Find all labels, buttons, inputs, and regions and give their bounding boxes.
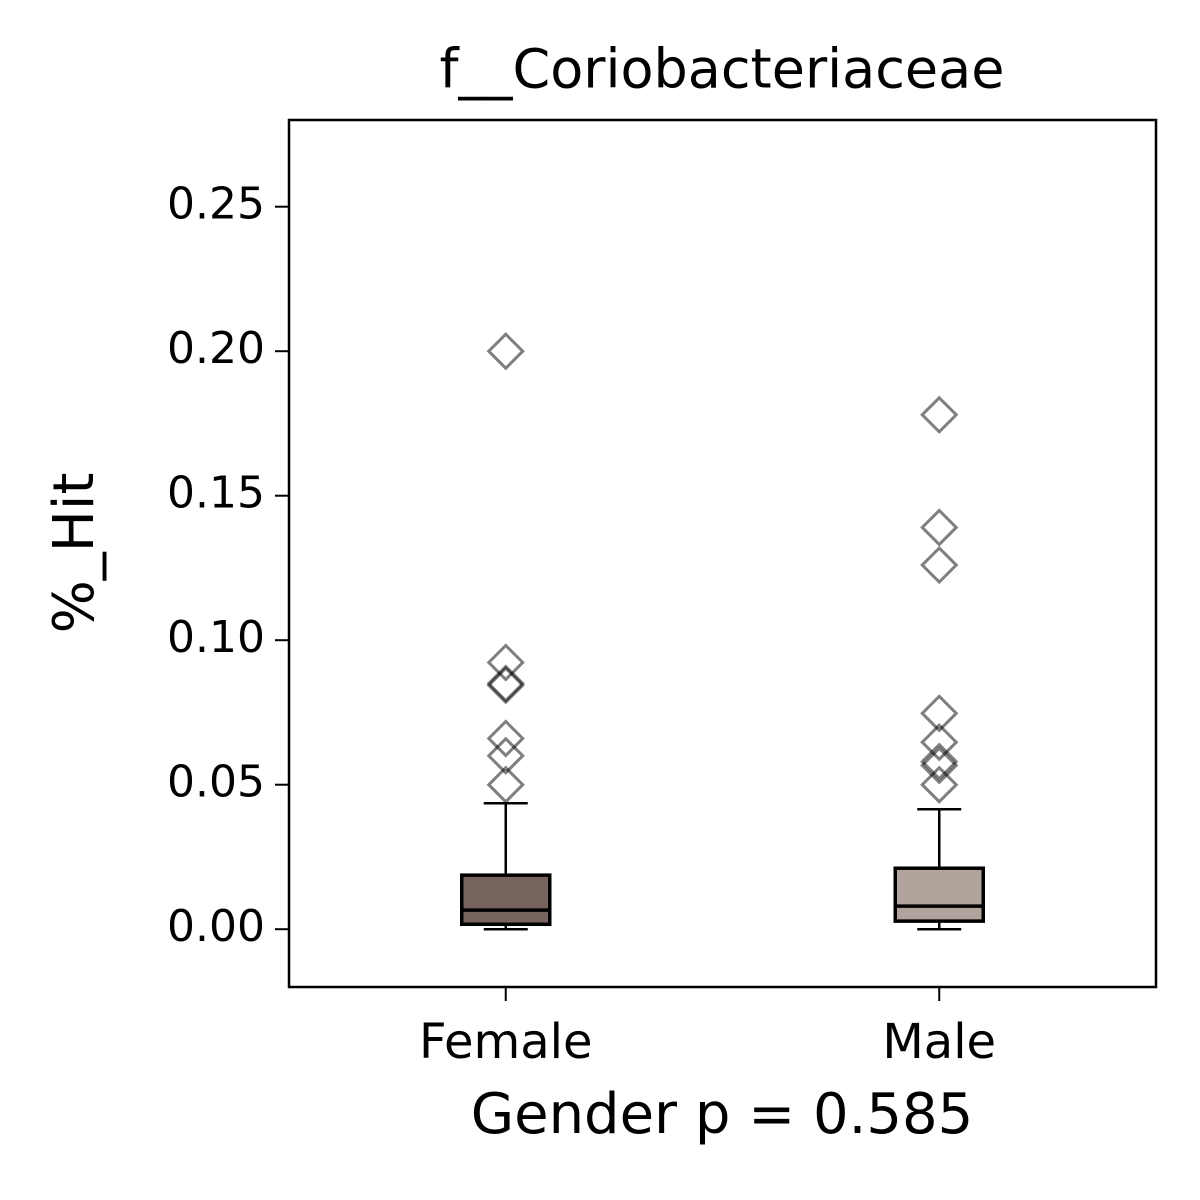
outlier [486, 719, 525, 758]
outlier [486, 643, 525, 682]
outlier [486, 664, 525, 703]
box [893, 866, 985, 923]
y-tick-label: 0.00 [167, 901, 265, 952]
outlier [486, 765, 525, 804]
outlier [920, 742, 959, 781]
outlier [920, 723, 959, 762]
outlier [920, 746, 959, 785]
plot-frame [287, 118, 1158, 989]
box [460, 873, 552, 927]
chart-title: f__Coriobacteriaceae [440, 38, 1005, 101]
x-tick-label: Female [419, 1014, 593, 1070]
x-axis-label: Gender p = 0.585 [471, 1082, 974, 1147]
outlier [486, 666, 525, 705]
outlier [486, 332, 525, 371]
x-tick-label: Male [882, 1014, 996, 1070]
outlier [486, 736, 525, 775]
y-tick-label: 0.05 [167, 757, 265, 808]
y-tick-label: 0.25 [167, 179, 265, 230]
y-tick-label: 0.20 [167, 323, 265, 374]
y-axis-label: %_Hit [42, 473, 107, 634]
y-tick-label: 0.15 [167, 468, 265, 519]
outlier [920, 508, 959, 547]
outlier [920, 545, 959, 585]
y-tick-label: 0.10 [167, 612, 265, 663]
outlier [920, 395, 959, 434]
outlier [920, 694, 959, 733]
outlier [920, 765, 959, 804]
